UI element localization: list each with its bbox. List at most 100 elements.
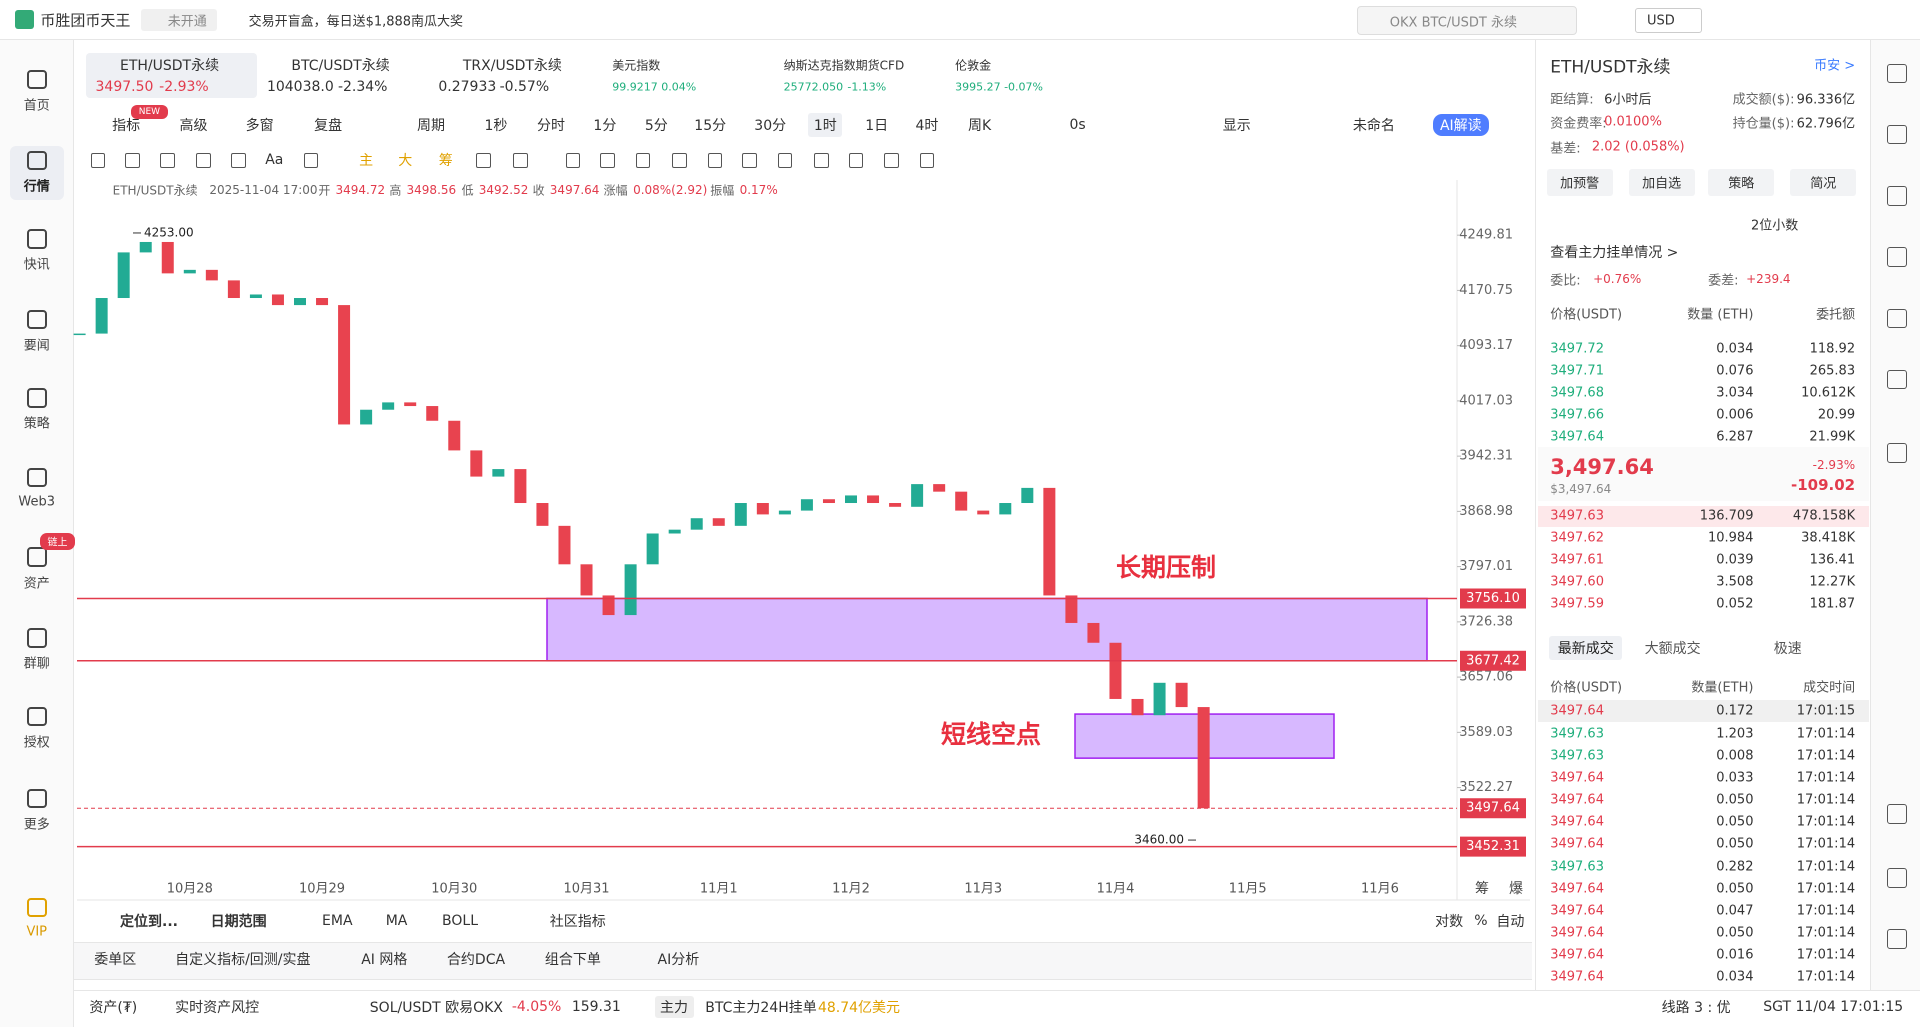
chartbar-item[interactable]: 社区指标 <box>549 913 606 930</box>
bottom-tab[interactable]: 合约DCA <box>446 951 506 968</box>
tab-name[interactable]: BTC/USDT永续 <box>291 57 390 74</box>
trade-tab[interactable]: 最新成交 <box>1557 640 1614 657</box>
trade-tab[interactable]: 大额成交 <box>1644 640 1701 657</box>
button-label[interactable]: 加预警 <box>1560 176 1600 192</box>
rail-icon[interactable] <box>1886 63 1907 84</box>
ai-button[interactable] <box>1432 113 1489 136</box>
sidebar-icon[interactable] <box>26 388 47 408</box>
bottom-tab[interactable]: AI分析 <box>657 951 700 968</box>
sidebar-icon[interactable] <box>26 309 47 330</box>
rail-icon[interactable] <box>1886 186 1907 206</box>
tool-icon[interactable] <box>707 153 723 168</box>
tool-icon[interactable] <box>814 153 829 168</box>
tab-name[interactable]: 美元指数 <box>612 58 661 73</box>
rail-icon[interactable] <box>1886 369 1907 390</box>
panel-button[interactable] <box>1546 168 1613 196</box>
tool-icon[interactable] <box>303 153 319 168</box>
sidebar-item[interactable]: 更多 <box>23 817 50 833</box>
currency-box[interactable] <box>1635 8 1702 33</box>
tool-icon[interactable] <box>600 153 615 168</box>
sidebar-item[interactable]: 资产 <box>23 576 50 592</box>
sidebar-item[interactable]: 授权 <box>23 735 50 751</box>
rail-icon[interactable] <box>1886 868 1907 888</box>
bottom-tab[interactable]: 委单区 <box>94 951 137 968</box>
button-label[interactable]: 简况 <box>1810 176 1837 192</box>
sidebar-icon[interactable] <box>26 897 47 918</box>
toolbar-item[interactable]: 4时 <box>915 117 939 134</box>
chartbar-item[interactable]: MA <box>385 912 408 929</box>
toolbar-item[interactable]: AI解读 <box>1439 117 1482 134</box>
draw-tool[interactable]: 大 <box>398 153 413 170</box>
panel-button[interactable] <box>1790 168 1857 196</box>
rail-icon[interactable] <box>1886 247 1907 267</box>
bottom-tab[interactable]: AI 网格 <box>361 951 408 968</box>
tool-icon[interactable] <box>919 153 935 168</box>
sidebar-item[interactable]: 行情 <box>23 179 50 195</box>
chartbar-item[interactable]: % <box>1474 912 1488 929</box>
exchange-link[interactable]: 币安 > <box>1814 58 1856 74</box>
chartbar-item[interactable]: BOLL <box>442 912 479 929</box>
rail-icon[interactable] <box>1886 308 1907 329</box>
toolbar-item[interactable]: 多窗 <box>245 117 274 134</box>
chartbar-item[interactable]: 定位到... <box>120 913 178 930</box>
toolbar-item[interactable]: 1分 <box>593 117 617 134</box>
tool-icon[interactable] <box>635 153 651 168</box>
sidebar-icon[interactable] <box>26 228 47 249</box>
search-text[interactable]: OKX BTC/USDT 永续 <box>1389 15 1517 31</box>
sidebar-item[interactable]: Web3 <box>18 494 56 510</box>
sidebar-item[interactable]: 要闻 <box>23 338 50 354</box>
chartbar-item[interactable]: 日期范围 <box>210 913 267 930</box>
sidebar-item[interactable]: 群聊 <box>23 656 50 672</box>
bottom-tab[interactable]: 自定义指标/回测/实盘 <box>175 951 311 968</box>
sidebar-icon[interactable] <box>26 547 47 567</box>
tool-icon[interactable] <box>160 153 176 168</box>
draw-tool[interactable]: 筹 <box>438 153 453 170</box>
tab-name[interactable]: 纳斯达克指数期货CFD <box>783 58 905 73</box>
button-label[interactable]: 策略 <box>1728 176 1755 192</box>
toolbar-item[interactable]: 5分 <box>644 117 668 134</box>
promo[interactable]: 交易开盲盒，每日送$1,888南瓜大奖 <box>248 14 464 30</box>
depth-link[interactable]: 查看主力挂单情况 > <box>1550 245 1679 262</box>
rail-icon[interactable] <box>1886 124 1907 145</box>
tool-icon[interactable] <box>476 153 492 168</box>
toolbar-item[interactable]: 周K <box>968 117 992 134</box>
toolbar-item[interactable]: 指标 <box>112 117 141 134</box>
bottom-tab[interactable]: 组合下单 <box>544 951 601 968</box>
button-label[interactable]: 加自选 <box>1642 176 1682 192</box>
toolbar-item[interactable]: 复盘 <box>314 117 343 134</box>
toolbar-item[interactable]: 显示 <box>1222 117 1251 134</box>
toolbar-item[interactable]: 1时 <box>813 117 837 134</box>
tool-icon[interactable] <box>513 153 528 168</box>
tool-icon[interactable] <box>742 153 757 168</box>
tool-icon[interactable] <box>231 153 247 168</box>
sidebar-item[interactable]: VIP <box>26 924 48 940</box>
chartbar-item[interactable]: EMA <box>322 912 353 929</box>
toolbar-item[interactable]: 周期 <box>417 117 446 134</box>
toolbar-item[interactable]: 1日 <box>865 117 889 134</box>
chartbar-item[interactable]: 对数 <box>1435 913 1464 930</box>
currency[interactable]: USD <box>1646 13 1675 29</box>
tool-icon[interactable] <box>90 153 106 168</box>
sidebar-icon[interactable] <box>26 788 47 809</box>
tab-active[interactable] <box>85 52 258 98</box>
toolbar-item[interactable]: 30分 <box>754 117 787 134</box>
panel-button[interactable] <box>1628 168 1695 196</box>
tab-name[interactable]: ETH/USDT永续 <box>120 57 220 74</box>
sidebar-icon[interactable] <box>26 467 47 488</box>
decimals[interactable]: 2位小数 <box>1751 218 1799 234</box>
rail-icon[interactable] <box>1886 804 1907 825</box>
trade-tab[interactable]: 极速 <box>1773 640 1802 657</box>
draw-tool[interactable]: Aa <box>265 152 284 169</box>
tool-icon[interactable] <box>884 153 899 168</box>
sidebar-item[interactable]: 策略 <box>23 416 50 432</box>
panel-button[interactable] <box>1708 168 1775 196</box>
tool-icon[interactable] <box>777 153 793 168</box>
tool-icon[interactable] <box>124 153 140 168</box>
toolbar-item[interactable]: 高级 <box>179 117 208 134</box>
sidebar-item[interactable]: 快讯 <box>23 257 50 273</box>
tool-icon[interactable] <box>848 153 864 168</box>
tab-name[interactable]: TRX/USDT永续 <box>462 57 562 74</box>
toolbar-item[interactable]: 1秒 <box>484 117 508 134</box>
tool-icon[interactable] <box>565 153 581 168</box>
sidebar-icon[interactable] <box>26 150 47 171</box>
